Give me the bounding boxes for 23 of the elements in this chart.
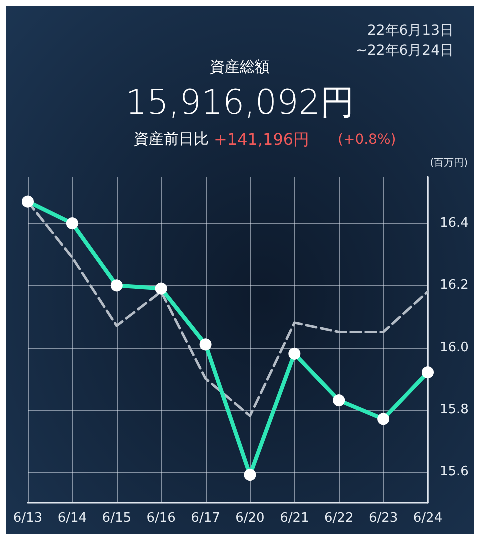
x-tick-label: 6/24 <box>413 511 443 526</box>
x-tick-label: 6/14 <box>58 511 88 526</box>
y-tick-label: 16.2 <box>440 278 469 294</box>
text: +141,196円 <box>214 130 310 151</box>
chart-title: 資産総額 <box>209 58 271 77</box>
text: 22年6月13日 <box>367 22 454 40</box>
text: ~22年6月24日 <box>356 42 454 60</box>
text: 資産前日比 <box>134 130 209 149</box>
x-tick-label: 6/13 <box>13 511 43 526</box>
x-tick-label: 6/22 <box>324 511 354 526</box>
y-tick-label: 15.8 <box>440 402 469 418</box>
chart-subtitle: 15,916,092円 <box>124 82 356 125</box>
x-tick-label: 6/17 <box>191 511 220 526</box>
y-tick-label: 15.6 <box>440 464 469 480</box>
x-tick-label: 6/21 <box>280 511 310 526</box>
x-tick-label: 6/20 <box>236 511 265 526</box>
x-tick-label: 6/23 <box>368 511 398 526</box>
y-tick-label: 16.4 <box>440 216 469 232</box>
text: (+0.8%) <box>338 132 396 148</box>
x-tick-label: 6/15 <box>102 511 132 526</box>
y-tick-label: 16.0 <box>440 340 469 356</box>
y-axis-title: (百万円) <box>430 157 468 170</box>
x-tick-label: 6/16 <box>146 511 176 526</box>
